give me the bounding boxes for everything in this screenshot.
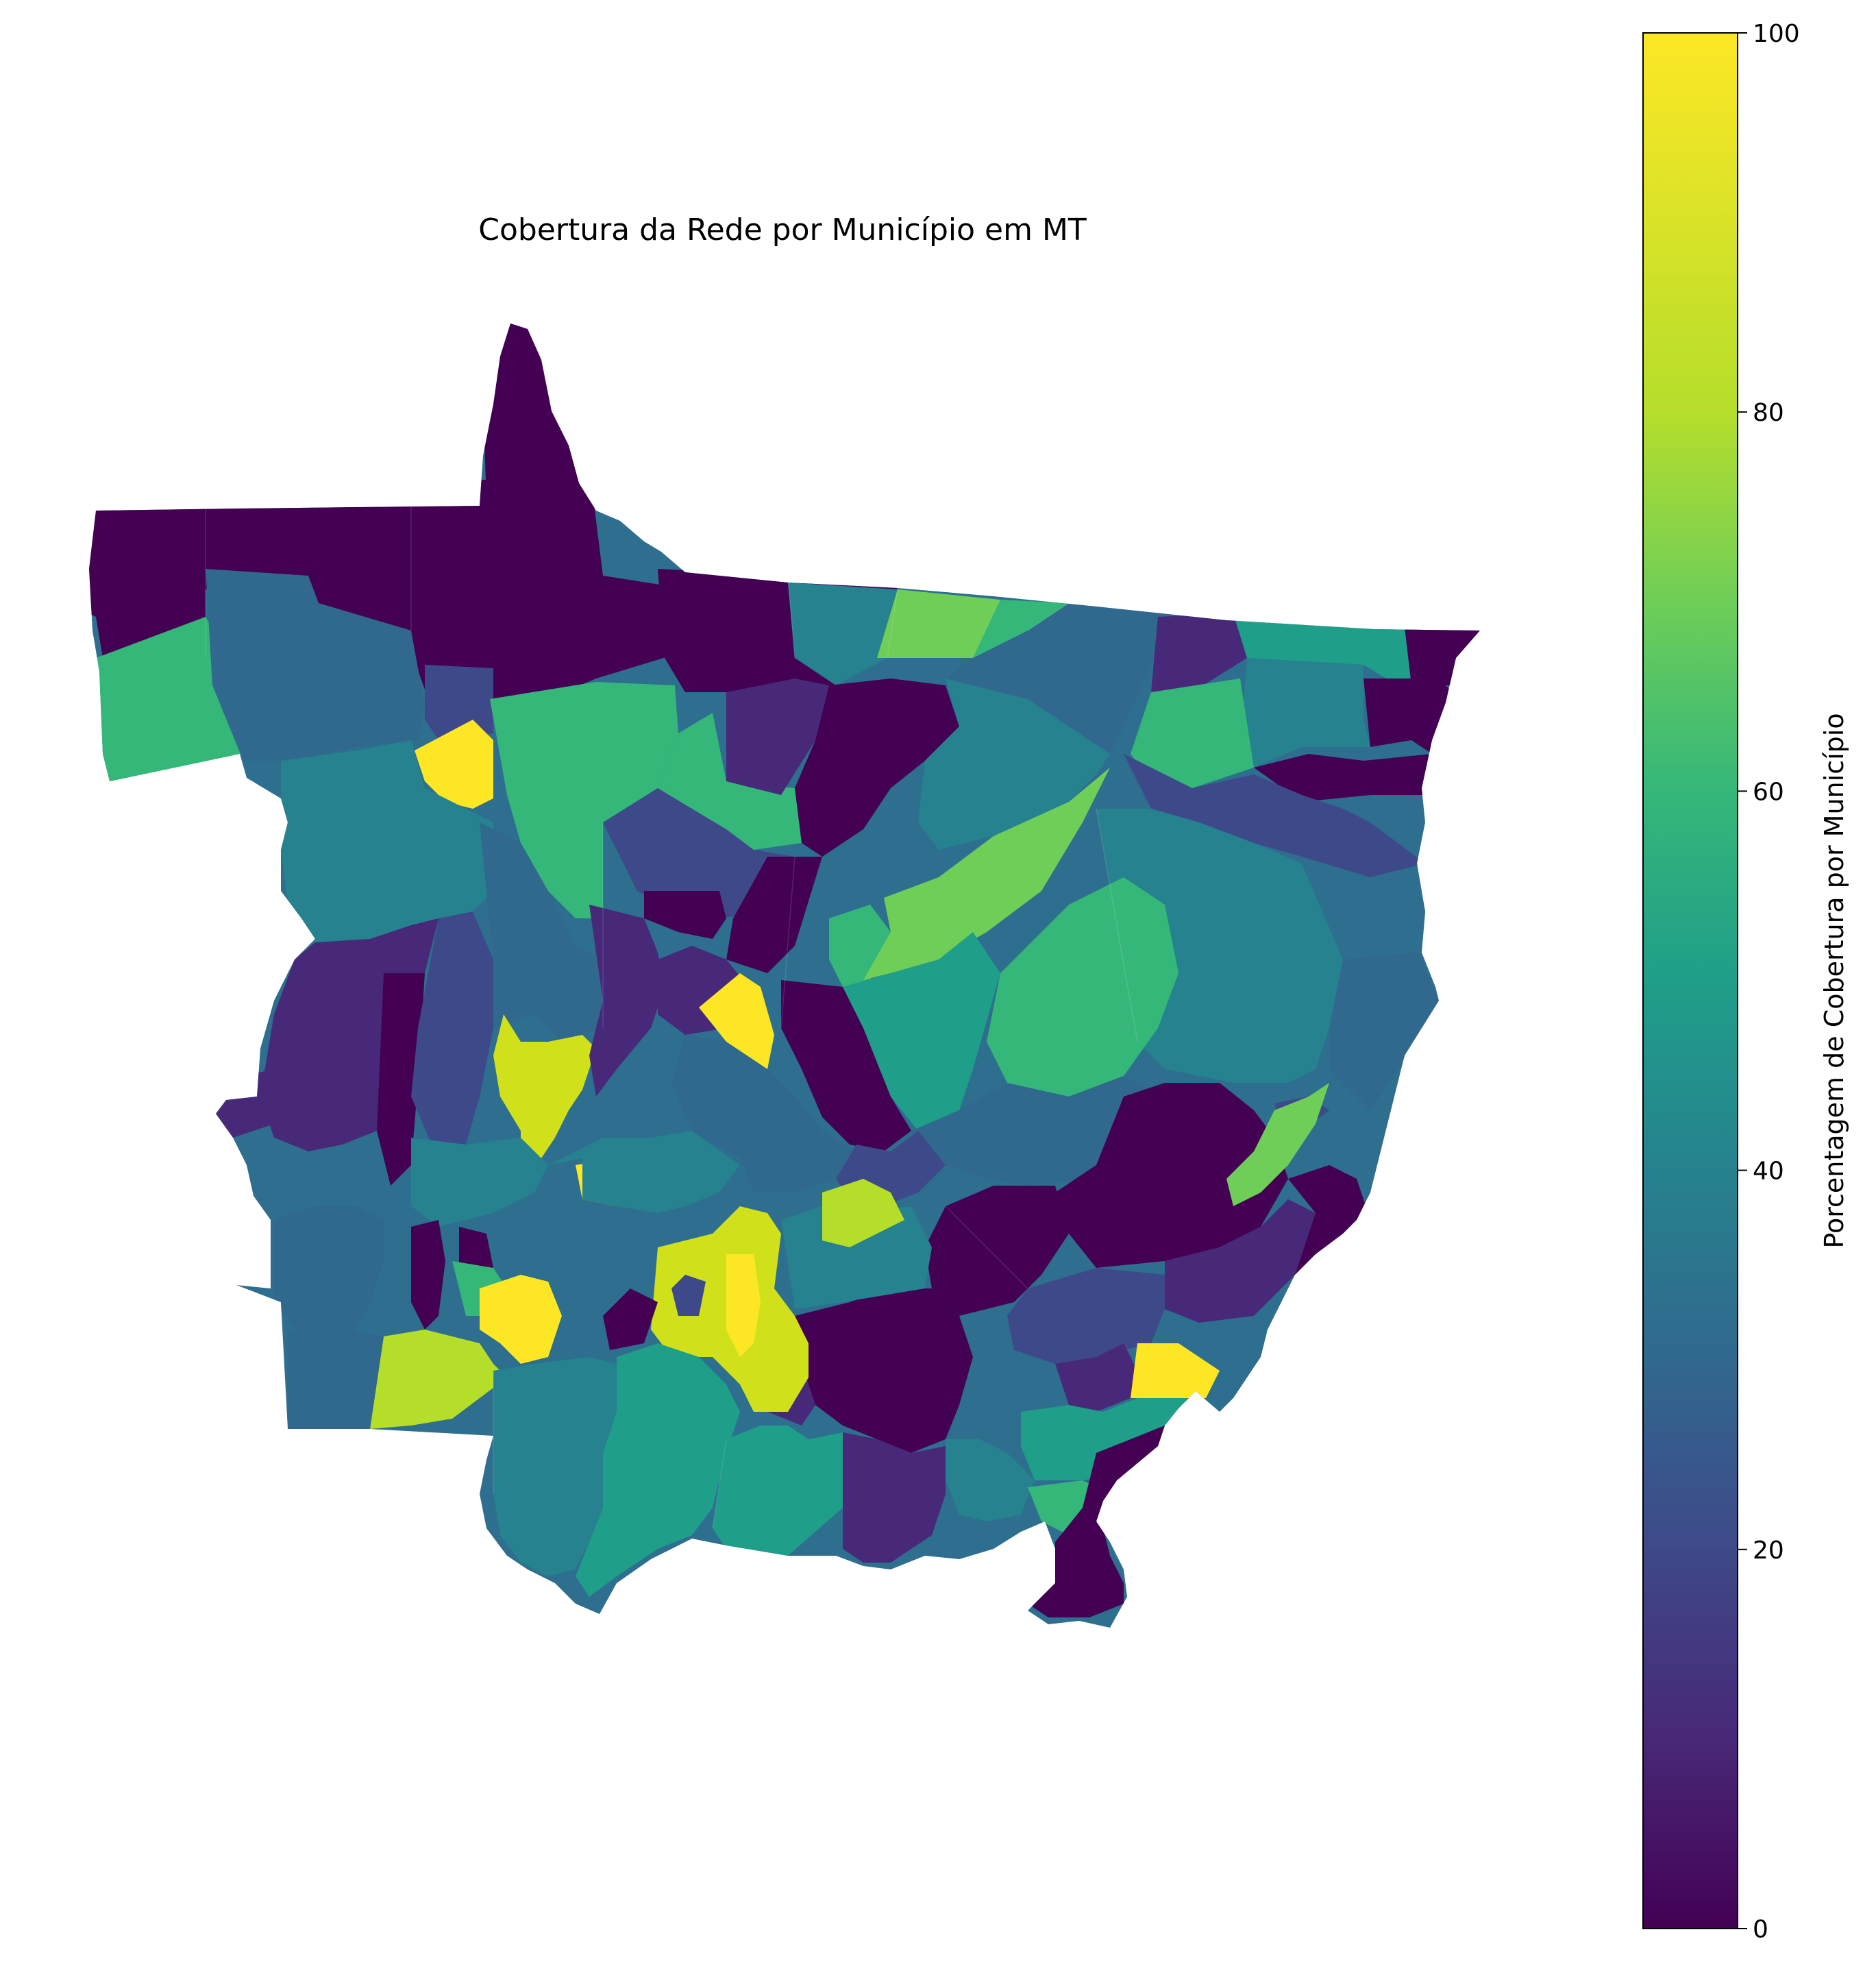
municipality-region xyxy=(425,665,493,740)
municipality-region xyxy=(1233,613,1432,685)
municipality-region xyxy=(480,1275,562,1364)
municipality-region xyxy=(206,480,411,631)
state-map xyxy=(89,323,1480,1628)
municipality-region xyxy=(493,1357,617,1576)
municipality-region xyxy=(781,980,911,1151)
colorbar-tick-label: 80 xyxy=(1753,399,1784,427)
municipality-region xyxy=(1165,1199,1316,1323)
municipality-borders xyxy=(205,480,1138,1529)
colorbar: 0 20 40 60 80 100 Porcentagem de Cobertura po… xyxy=(1642,20,1849,1944)
municipality-region xyxy=(288,1330,384,1429)
municipality-region xyxy=(415,720,493,809)
municipality-region xyxy=(788,583,898,685)
municipality-region xyxy=(973,600,1069,658)
municipality-region xyxy=(863,768,1110,980)
municipality-region xyxy=(493,1014,596,1172)
municipality-region xyxy=(671,1275,706,1316)
municipality-region xyxy=(96,617,243,781)
colorbar-ticks: 0 20 40 60 80 100 xyxy=(1738,20,1800,1944)
municipality-region xyxy=(795,1288,973,1453)
municipality-region xyxy=(480,822,603,1042)
municipality-region xyxy=(987,877,1178,1110)
municipality-region xyxy=(1055,1343,1137,1412)
municipality-region xyxy=(925,1186,1069,1316)
municipality-region xyxy=(1254,754,1432,802)
municipality-region xyxy=(89,480,206,658)
colorbar-tick-label: 60 xyxy=(1753,778,1784,806)
municipality-region xyxy=(1021,1398,1192,1480)
municipality-region xyxy=(843,1432,946,1563)
municipality-region xyxy=(411,480,507,706)
municipality-region xyxy=(781,1206,932,1309)
municipality-region xyxy=(1226,1083,1329,1206)
municipality-region xyxy=(377,973,425,1186)
municipality-region xyxy=(877,589,1007,658)
map-title: Cobertura da Rede por Município em MT xyxy=(478,212,1087,247)
colorbar-tick-label: 40 xyxy=(1753,1158,1784,1186)
colorbar-tick-label: 20 xyxy=(1753,1537,1784,1565)
municipality-region xyxy=(490,682,678,918)
municipality-region xyxy=(370,1330,507,1429)
municipality-region xyxy=(206,569,425,761)
municipality-region xyxy=(1131,678,1254,788)
municipality-region xyxy=(281,740,493,942)
municipality-region xyxy=(918,678,1110,850)
municipality-region xyxy=(1302,864,1432,973)
municipality-region xyxy=(795,678,959,857)
municipality-region xyxy=(603,788,795,918)
municipality-region xyxy=(713,1426,843,1556)
colorbar-tick-label: 100 xyxy=(1753,20,1800,48)
colorbar-gradient xyxy=(1642,32,1738,1929)
municipality-region xyxy=(1124,754,1425,877)
municipality-region xyxy=(411,1138,548,1227)
municipality-region xyxy=(1405,627,1480,685)
municipality-region xyxy=(603,1288,658,1350)
municipality-region xyxy=(1363,678,1453,754)
municipality-region xyxy=(411,912,493,1145)
municipality-region xyxy=(946,1439,1035,1521)
municipality-region xyxy=(699,973,774,1069)
municipality-region xyxy=(726,857,822,973)
municipality-region xyxy=(1131,1343,1220,1398)
municipality-region xyxy=(658,569,836,692)
municipality-region xyxy=(822,1179,904,1247)
municipality-region xyxy=(1055,1083,1288,1268)
municipality-region xyxy=(843,932,1000,1131)
municipality-region xyxy=(726,678,829,795)
municipality-region xyxy=(671,1035,822,1158)
municipality-region xyxy=(1240,658,1370,768)
municipality-region xyxy=(726,1254,761,1357)
municipality-region xyxy=(589,905,665,1097)
municipality-region xyxy=(411,1220,445,1330)
municipality-region xyxy=(1151,613,1247,692)
municipality-region xyxy=(548,1131,740,1213)
municipality-region xyxy=(480,323,675,699)
municipality-region xyxy=(740,1131,856,1193)
municipality-region xyxy=(274,1206,384,1336)
colorbar-tick-label: 0 xyxy=(1753,1916,1768,1944)
municipality-region xyxy=(644,891,726,939)
municipality-region xyxy=(1007,1268,1165,1364)
colorbar-label: Porcentagem de Cobertura por Município xyxy=(1819,713,1849,1248)
municipality-region xyxy=(1329,953,1439,1110)
